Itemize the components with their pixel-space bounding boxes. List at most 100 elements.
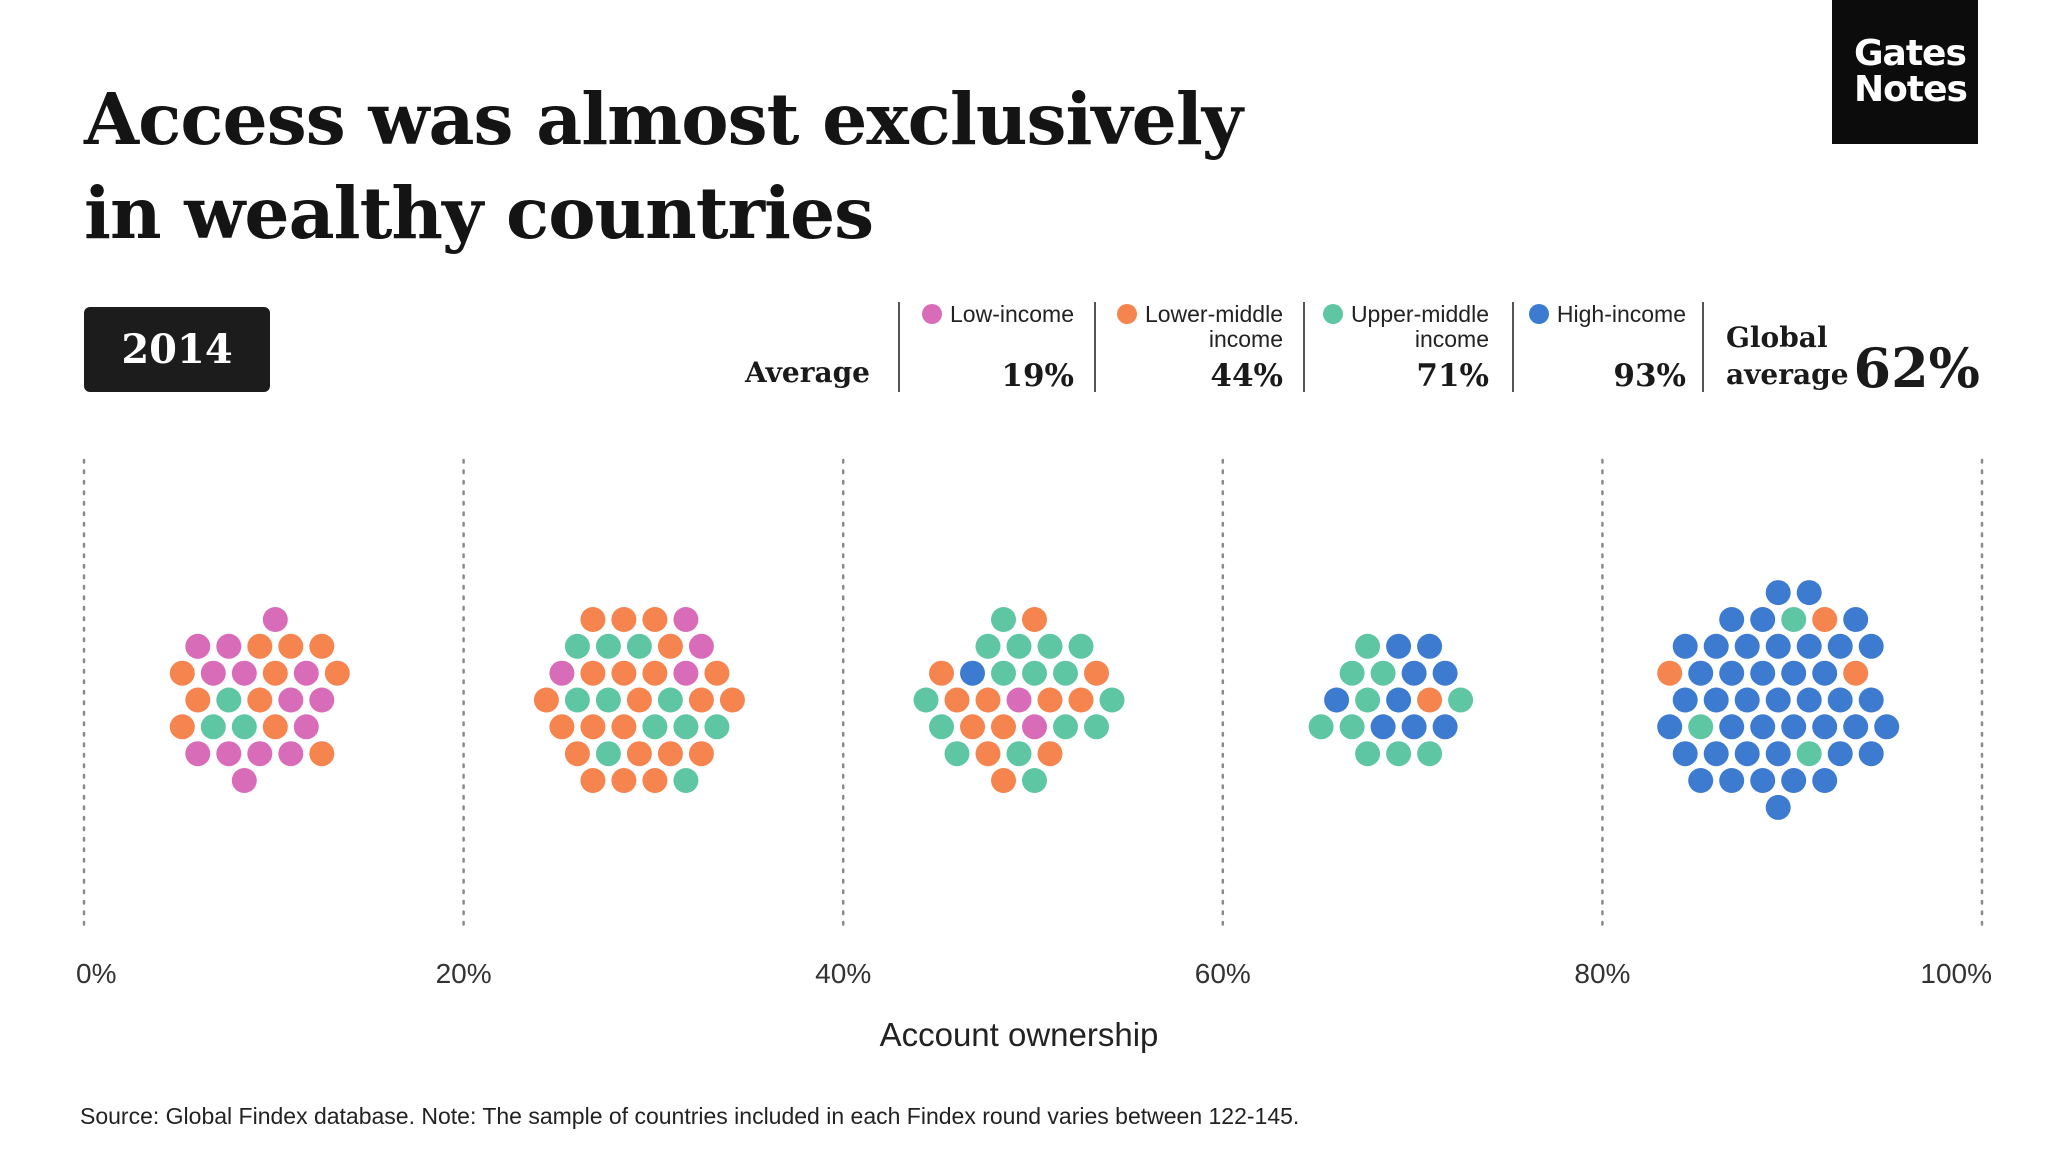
country-dot[interactable] bbox=[1812, 607, 1838, 632]
country-dot[interactable] bbox=[991, 714, 1016, 740]
country-dot[interactable] bbox=[1734, 741, 1760, 767]
country-dot[interactable] bbox=[262, 607, 288, 632]
country-dot[interactable] bbox=[278, 687, 304, 713]
country-dot[interactable] bbox=[169, 714, 195, 740]
country-dot[interactable] bbox=[580, 660, 606, 686]
country-dot[interactable] bbox=[975, 687, 1001, 713]
country-dot[interactable] bbox=[626, 633, 652, 659]
country-dot[interactable] bbox=[991, 660, 1016, 686]
country-dot[interactable] bbox=[1417, 687, 1443, 713]
country-dot[interactable] bbox=[1781, 768, 1807, 793]
country-dot[interactable] bbox=[1734, 687, 1760, 713]
country-dot[interactable] bbox=[1339, 714, 1365, 740]
country-dot[interactable] bbox=[1796, 687, 1822, 713]
country-dot[interactable] bbox=[1796, 741, 1822, 767]
country-dot[interactable] bbox=[1812, 768, 1838, 793]
country-dot[interactable] bbox=[944, 741, 970, 767]
country-dot[interactable] bbox=[1432, 660, 1458, 686]
country-dot[interactable] bbox=[1672, 633, 1698, 659]
country-dot[interactable] bbox=[673, 768, 699, 793]
country-dot[interactable] bbox=[1022, 768, 1047, 793]
country-dot[interactable] bbox=[1084, 714, 1109, 740]
country-dot[interactable] bbox=[673, 660, 699, 686]
country-dot[interactable] bbox=[1037, 687, 1063, 713]
country-dot[interactable] bbox=[262, 660, 288, 686]
country-dot[interactable] bbox=[642, 660, 668, 686]
country-dot[interactable] bbox=[1432, 714, 1458, 740]
country-dot[interactable] bbox=[1812, 714, 1838, 740]
country-dot[interactable] bbox=[309, 633, 335, 659]
country-dot[interactable] bbox=[688, 687, 714, 713]
country-dot[interactable] bbox=[549, 714, 575, 740]
country-dot[interactable] bbox=[1386, 741, 1412, 767]
country-dot[interactable] bbox=[1068, 687, 1094, 713]
country-dot[interactable] bbox=[1006, 687, 1032, 713]
country-dot[interactable] bbox=[247, 687, 273, 713]
country-dot[interactable] bbox=[231, 714, 257, 740]
country-dot[interactable] bbox=[216, 633, 242, 659]
country-dot[interactable] bbox=[185, 687, 211, 713]
country-dot[interactable] bbox=[960, 660, 985, 686]
country-dot[interactable] bbox=[1672, 687, 1698, 713]
country-dot[interactable] bbox=[1401, 714, 1427, 740]
country-dot[interactable] bbox=[1843, 660, 1869, 686]
country-dot[interactable] bbox=[1053, 714, 1078, 740]
country-dot[interactable] bbox=[1417, 741, 1443, 767]
country-dot[interactable] bbox=[657, 741, 683, 767]
country-dot[interactable] bbox=[1370, 714, 1396, 740]
country-dot[interactable] bbox=[929, 714, 954, 740]
country-dot[interactable] bbox=[611, 714, 637, 740]
country-dot[interactable] bbox=[549, 660, 575, 686]
country-dot[interactable] bbox=[673, 607, 699, 632]
country-dot[interactable] bbox=[1068, 633, 1094, 659]
country-dot[interactable] bbox=[1355, 633, 1381, 659]
country-dot[interactable] bbox=[1781, 714, 1807, 740]
country-dot[interactable] bbox=[1417, 633, 1443, 659]
country-dot[interactable] bbox=[611, 660, 637, 686]
country-dot[interactable] bbox=[262, 714, 288, 740]
country-dot[interactable] bbox=[657, 633, 683, 659]
country-dot[interactable] bbox=[1750, 768, 1776, 793]
country-dot[interactable] bbox=[673, 714, 699, 740]
country-dot[interactable] bbox=[1812, 660, 1838, 686]
country-dot[interactable] bbox=[185, 633, 211, 659]
country-dot[interactable] bbox=[1355, 741, 1381, 767]
country-dot[interactable] bbox=[324, 660, 350, 686]
country-dot[interactable] bbox=[1843, 714, 1869, 740]
country-dot[interactable] bbox=[642, 607, 668, 632]
country-dot[interactable] bbox=[309, 687, 335, 713]
country-dot[interactable] bbox=[595, 741, 621, 767]
country-dot[interactable] bbox=[1386, 687, 1412, 713]
country-dot[interactable] bbox=[309, 741, 335, 767]
country-dot[interactable] bbox=[293, 660, 319, 686]
country-dot[interactable] bbox=[1037, 633, 1063, 659]
country-dot[interactable] bbox=[1734, 633, 1760, 659]
country-dot[interactable] bbox=[626, 687, 652, 713]
country-dot[interactable] bbox=[1719, 768, 1745, 793]
country-dot[interactable] bbox=[1401, 660, 1427, 686]
country-dot[interactable] bbox=[595, 633, 621, 659]
country-dot[interactable] bbox=[611, 607, 637, 632]
country-dot[interactable] bbox=[944, 687, 970, 713]
country-dot[interactable] bbox=[293, 714, 319, 740]
country-dot[interactable] bbox=[1750, 607, 1776, 632]
country-dot[interactable] bbox=[1022, 714, 1047, 740]
country-dot[interactable] bbox=[1765, 794, 1791, 820]
country-dot[interactable] bbox=[960, 714, 985, 740]
country-dot[interactable] bbox=[1858, 633, 1884, 659]
country-dot[interactable] bbox=[642, 768, 668, 793]
country-dot[interactable] bbox=[991, 768, 1016, 793]
country-dot[interactable] bbox=[642, 714, 668, 740]
country-dot[interactable] bbox=[1719, 714, 1745, 740]
country-dot[interactable] bbox=[247, 741, 273, 767]
country-dot[interactable] bbox=[595, 687, 621, 713]
country-dot[interactable] bbox=[1370, 660, 1396, 686]
country-dot[interactable] bbox=[247, 633, 273, 659]
country-dot[interactable] bbox=[1781, 660, 1807, 686]
country-dot[interactable] bbox=[1022, 607, 1047, 632]
country-dot[interactable] bbox=[1308, 714, 1334, 740]
country-dot[interactable] bbox=[169, 660, 195, 686]
country-dot[interactable] bbox=[1339, 660, 1365, 686]
country-dot[interactable] bbox=[688, 633, 714, 659]
country-dot[interactable] bbox=[657, 687, 683, 713]
